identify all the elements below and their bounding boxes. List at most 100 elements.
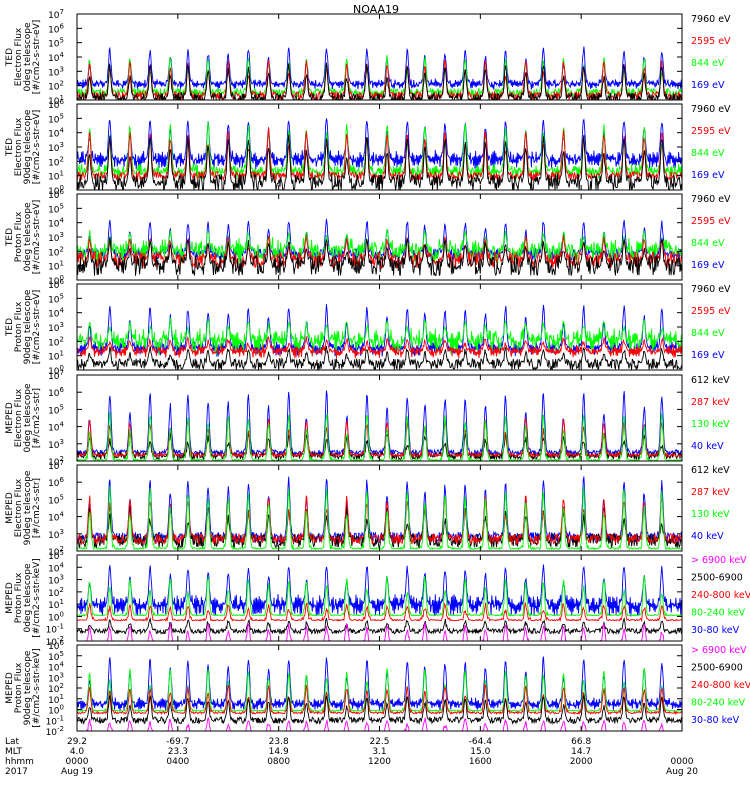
chart-title: NOAA19 xyxy=(353,3,399,16)
panel-5-legend-entry: 287 keV xyxy=(691,397,730,408)
x-tick-label-hhmm: 1600 xyxy=(469,757,492,767)
panel-2-series-3 xyxy=(77,127,682,182)
y-tick-label: 101 xyxy=(48,350,64,363)
panel-7-legend-entry: 80-240 keV xyxy=(691,608,746,619)
x-tick-label-lat: 22.5 xyxy=(369,737,389,747)
panel-7-legend-entry: > 6900 keV xyxy=(691,555,747,566)
y-tick-label: 105 xyxy=(48,403,64,416)
panel-2-traces xyxy=(77,118,682,190)
panel-8-legend-entry: > 6900 keV xyxy=(691,645,747,656)
y-tick-label: 103 xyxy=(48,321,64,334)
panel-4-legend-entry: 844 eV xyxy=(691,328,725,339)
panel-1-ylabel-line: 0deg telescope xyxy=(23,22,33,92)
x-tick-label-lat: 29.2 xyxy=(67,737,87,747)
panel-3-series-4 xyxy=(77,237,682,277)
y-tick-label: 10-1 xyxy=(46,623,64,636)
panel-4-legend-entry: 169 eV xyxy=(691,350,725,361)
panel-6-ylabel-line: MEPED xyxy=(5,492,15,524)
panel-4-legend-entry: 2595 eV xyxy=(691,306,731,317)
panel-5-series-1 xyxy=(77,390,682,457)
panel-8-ylabel-line: [#/cm2-s-str-keV] xyxy=(32,648,42,727)
y-tick-label: 101 xyxy=(48,170,64,183)
panel-6-series-3 xyxy=(77,495,682,546)
x-tick-label-hhmm: 0400 xyxy=(166,757,189,767)
panel-7-ylabel-line: Proton Flux xyxy=(14,572,24,623)
panel-4-legend-entry: 7960 eV xyxy=(691,284,731,295)
panel-2-series-1 xyxy=(77,118,682,170)
x-tick-label-mlt: 3.1 xyxy=(372,747,386,757)
x-tick-label-hhmm: 1200 xyxy=(368,757,391,767)
panel-1-ylabel-line: TED xyxy=(5,48,15,67)
panel-3-legend-entry: 169 eV xyxy=(691,260,725,271)
panel-7-legend-entry: 2500-6900 xyxy=(691,573,743,584)
x-tick-label-lat: -64.4 xyxy=(469,737,493,747)
panel-8-ylabel-line: Proton Flux xyxy=(14,662,24,713)
panel-3-ylabel-line: 0deg telescope xyxy=(23,202,33,272)
y-tick-label: 104 xyxy=(48,307,64,320)
x-tick-label-date: Aug 19 xyxy=(61,767,93,777)
panel-1-legend-entry: 7960 eV xyxy=(691,14,731,25)
y-tick-label: 103 xyxy=(48,528,64,541)
panel-7-series-2 xyxy=(77,576,682,618)
panel-4-ylabel-line: TED xyxy=(5,318,15,337)
x-tick-label-mlt: 14.9 xyxy=(269,747,289,757)
y-tick-label: 101 xyxy=(48,260,64,273)
panel-6-ylabel-line: [#/cm2-s-str] xyxy=(32,478,42,538)
panel-3-legend-entry: 7960 eV xyxy=(691,194,731,205)
y-tick-label: 105 xyxy=(48,37,64,50)
y-tick-label: 102 xyxy=(48,586,64,599)
panel-4-ylabel-line: Proton Flux xyxy=(14,301,24,352)
panel-2-ylabel-line: TED xyxy=(5,138,15,157)
panel-1-ylabel-line: [#/cm2-s-str-eV] xyxy=(32,20,42,95)
panel-8-ylabel-line: 90deg telescope xyxy=(23,650,33,725)
y-tick-label: 104 xyxy=(48,127,64,140)
panel-5-legend-entry: 130 keV xyxy=(691,419,730,430)
panel-8-legend-entry: 30-80 keV xyxy=(691,715,740,726)
x-tick-label-hhmm: 0800 xyxy=(267,757,290,767)
panel-7-ylabel-line: 0deg telescope xyxy=(23,563,33,633)
panel-4-ylabel-line: 90deg telescope xyxy=(23,289,33,364)
panel-4-series-2 xyxy=(77,317,682,356)
panel-2-legend-entry: 844 eV xyxy=(691,148,725,159)
panel-7-legend-entry: 30-80 keV xyxy=(691,625,740,636)
y-tick-label: 104 xyxy=(48,421,64,434)
x-tick-label-lat: 23.8 xyxy=(269,737,289,747)
panel-1-ylabel-line: Electron Flux xyxy=(14,27,24,86)
panel-3-legend-entry: 2595 eV xyxy=(691,216,731,227)
y-tick-label: 103 xyxy=(48,141,64,154)
y-tick-label: 104 xyxy=(48,51,64,64)
x-tick-label-mlt: 4.0 xyxy=(70,747,85,757)
panel-3-legend-entry: 844 eV xyxy=(691,238,725,249)
panel-8-legend-entry: 240-800 keV xyxy=(691,680,750,691)
panel-6-traces xyxy=(77,476,682,551)
panel-1-traces xyxy=(77,46,682,100)
x-tick-label-hhmm: 0000 xyxy=(671,757,694,767)
y-tick-label: 103 xyxy=(48,231,64,244)
panel-3-ylabel-line: Proton Flux xyxy=(14,211,24,262)
panel-6-legend-entry: 130 keV xyxy=(691,509,730,520)
panel-5-ylabel-line: 0deg telescope xyxy=(23,383,33,453)
panel-7-series-4 xyxy=(77,617,682,636)
x-row-label: hhmm xyxy=(5,757,34,767)
panel-6-ylabel-line: 90deg telescope xyxy=(23,470,33,545)
panel-2-ylabel-line: [#/cm2-s-str-eV] xyxy=(32,110,42,185)
panel-7-ylabel-line: [#/cm2-s-str-keV] xyxy=(32,558,42,637)
panel-4-ylabel-line: [#/cm2-s-str-eV] xyxy=(32,290,42,365)
panel-8-traces xyxy=(77,656,682,731)
panel-5-traces xyxy=(77,390,682,461)
panel-2-ylabel-line: 90deg telescope xyxy=(23,109,33,184)
x-tick-label-hhmm: 2000 xyxy=(570,757,593,767)
panel-7-ylabel-line: MEPED xyxy=(5,582,15,614)
panel-7-traces xyxy=(77,564,682,641)
panel-6-legend-entry: 612 keV xyxy=(691,465,730,476)
panel-8-legend-entry: 80-240 keV xyxy=(691,698,746,709)
panel-6-ylabel-line: Electron Flux xyxy=(14,478,24,537)
x-tick-label-mlt: 14.7 xyxy=(571,747,591,757)
x-row-label: Lat xyxy=(5,737,20,747)
panel-1-legend-entry: 169 eV xyxy=(691,80,725,91)
